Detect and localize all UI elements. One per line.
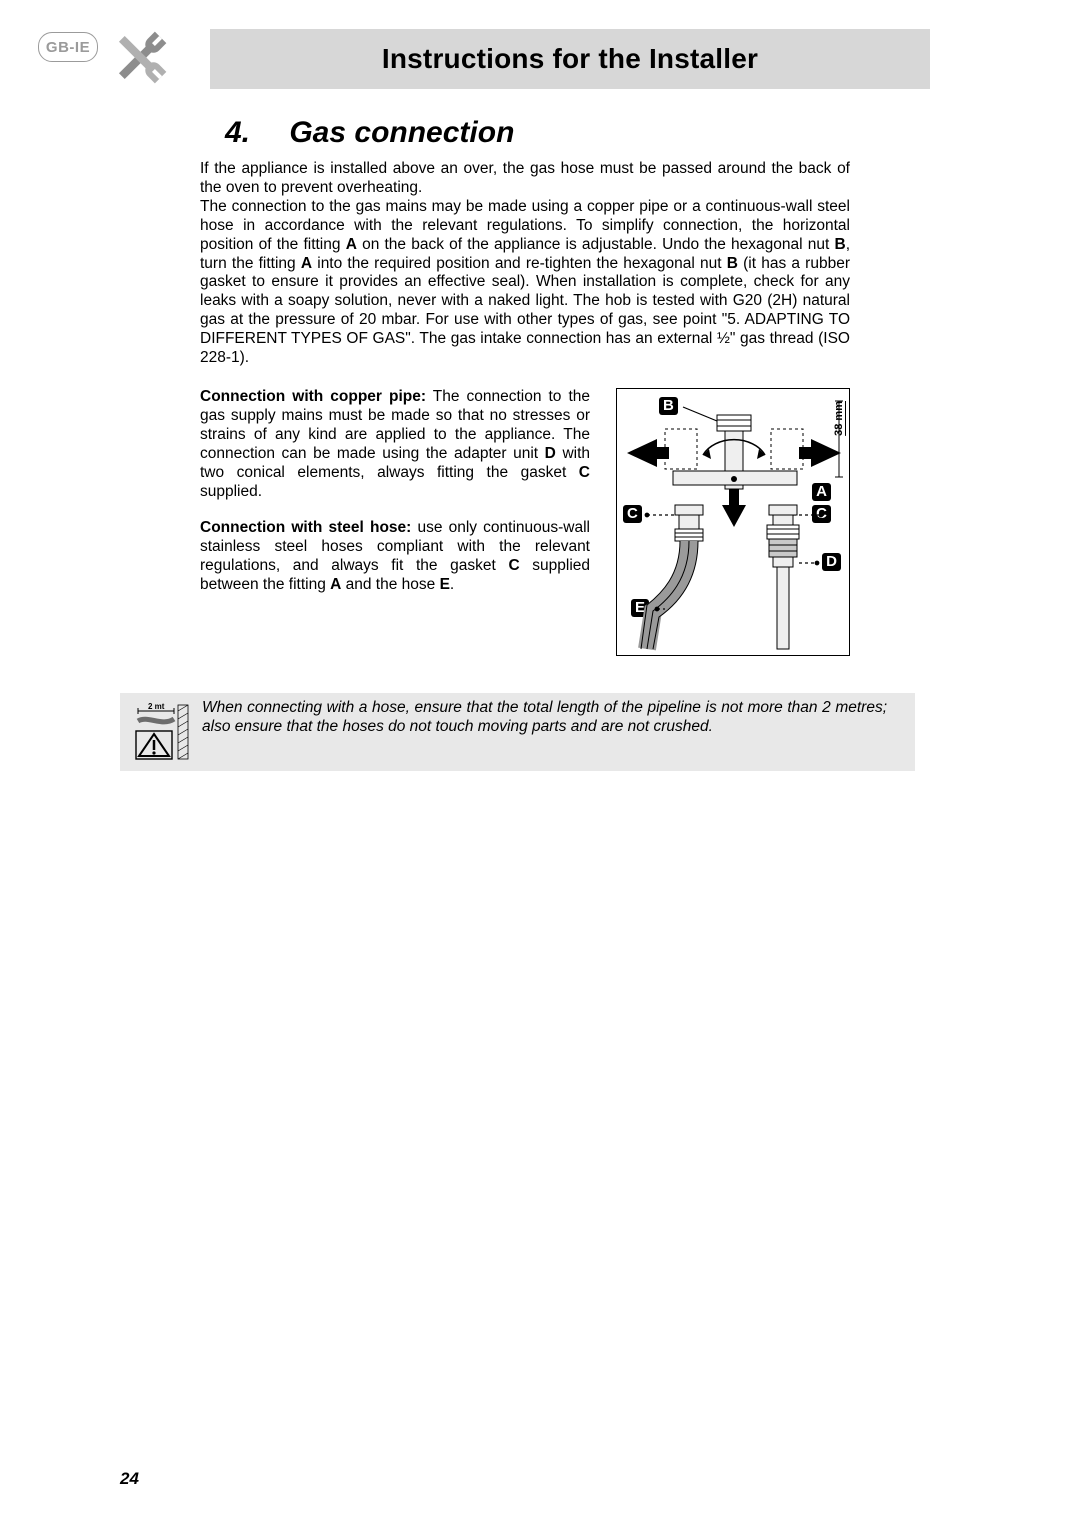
- page: Instructions for the Installer GB-IE 4.: [0, 0, 1080, 1527]
- language-badge: GB-IE: [38, 32, 98, 62]
- section-heading: 4. Gas connection: [225, 116, 514, 150]
- copper-paragraph: Connection with copper pipe: The connect…: [200, 388, 590, 501]
- wrench-icon: [108, 25, 173, 90]
- steel-paragraph: Connection with steel hose: use only con…: [200, 519, 590, 595]
- warning-text: When connecting with a hose, ensure that…: [202, 699, 897, 737]
- page-number: 24: [120, 1469, 139, 1489]
- connection-diagram: 38 mm A B C C D E: [616, 388, 850, 656]
- subsection-text-column: Connection with copper pipe: The connect…: [200, 388, 590, 613]
- intro-paragraph: If the appliance is installed above an o…: [200, 160, 850, 368]
- section-number: 4.: [225, 116, 281, 150]
- warning-icon: 2 mt: [132, 699, 192, 763]
- svg-text:2 mt: 2 mt: [148, 702, 165, 711]
- subsection: Connection with copper pipe: The connect…: [200, 388, 850, 656]
- header-title: Instructions for the Installer: [382, 43, 758, 75]
- section-title: Gas connection: [289, 116, 514, 149]
- warning-band: 2 mt: [120, 693, 915, 771]
- language-badge-text: GB-IE: [46, 39, 90, 56]
- diagram-svg: [617, 389, 851, 657]
- header-band: Instructions for the Installer: [210, 29, 930, 89]
